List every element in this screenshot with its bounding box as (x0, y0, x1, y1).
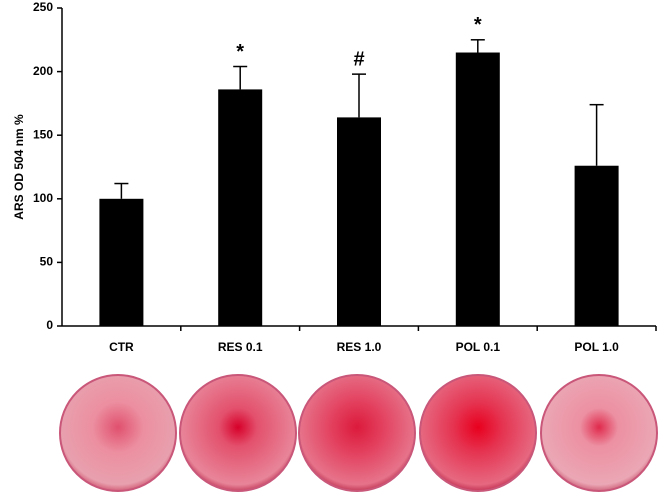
x-tick-label: POL 0.1 (456, 340, 501, 354)
bar (574, 165, 619, 326)
plate (419, 374, 537, 492)
y-tick-label: 250 (33, 0, 53, 14)
plate (179, 374, 297, 492)
y-tick-label: 0 (46, 318, 53, 332)
plates (59, 374, 658, 492)
x-tick-label: POL 1.0 (574, 340, 619, 354)
plate (298, 374, 416, 492)
annotation: * (474, 14, 482, 36)
x-tick-label: RES 1.0 (337, 340, 382, 354)
y-tick-label: 150 (33, 127, 53, 141)
plate (59, 374, 177, 492)
bar (218, 89, 263, 327)
annotation: * (236, 41, 244, 63)
x-tick-label: RES 0.1 (218, 340, 263, 354)
bar (455, 52, 500, 327)
annotation: # (353, 48, 364, 70)
plate (540, 374, 658, 492)
y-axis-label: ARS OD 504 nm % (12, 114, 26, 220)
y-tick-label: 50 (40, 255, 54, 269)
bar (99, 198, 144, 326)
x-tick-label: CTR (109, 340, 134, 354)
y-tick-label: 200 (33, 64, 53, 78)
bar (337, 117, 381, 326)
y-tick-label: 100 (33, 191, 53, 205)
